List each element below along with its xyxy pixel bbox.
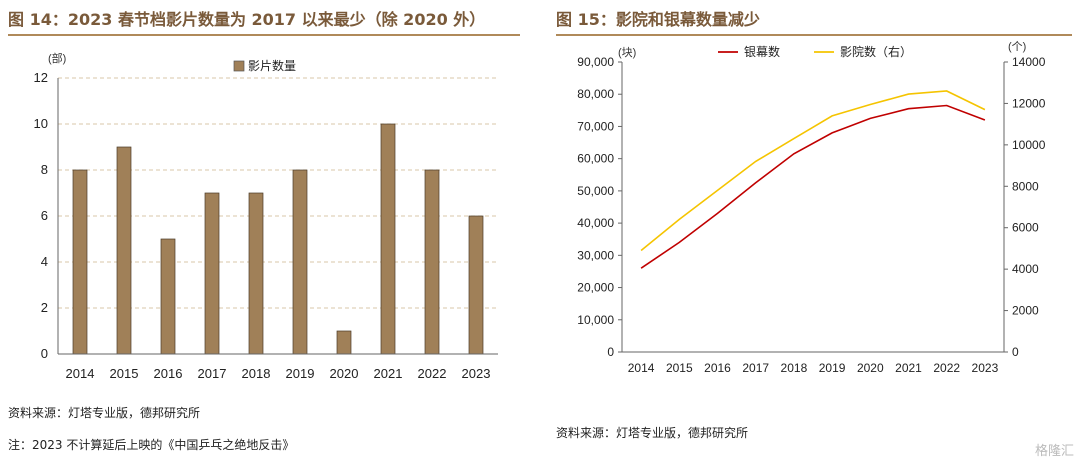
right-legend-label: 影院数（右）	[840, 44, 912, 59]
right-xtick-label: 2018	[781, 361, 808, 375]
left-ytick-label: 10	[34, 116, 48, 131]
right-right-ytick-label: 0	[1012, 345, 1019, 359]
left-xtick-label: 2019	[286, 366, 315, 381]
right-right-ytick-label: 6000	[1012, 221, 1039, 235]
right-legend-label: 银幕数	[744, 44, 780, 59]
left-xtick-label: 2014	[66, 366, 95, 381]
right-xtick-label: 2022	[933, 361, 960, 375]
right-right-ytick-label: 14000	[1012, 55, 1046, 69]
left-ytick-label: 8	[41, 162, 48, 177]
left-bar	[380, 123, 396, 355]
left-source: 资料来源：灯塔专业版，德邦研究所	[8, 406, 201, 420]
left-xtick-label: 2018	[242, 366, 271, 381]
right-xtick-label: 2020	[857, 361, 884, 375]
left-ytick-label: 2	[41, 300, 48, 315]
left-xtick-label: 2017	[198, 366, 227, 381]
right-right-ytick-label: 10000	[1012, 138, 1046, 152]
right-right-ytick-label: 2000	[1012, 304, 1039, 318]
right-left-ytick-label: 0	[607, 345, 614, 359]
right-xtick-label: 2021	[895, 361, 922, 375]
left-xtick-label: 2021	[374, 366, 403, 381]
left-xtick-label: 2023	[462, 366, 491, 381]
right-right-ytick-label: 12000	[1012, 96, 1046, 110]
left-bar	[116, 146, 132, 355]
right-left-ytick-label: 40,000	[577, 216, 614, 230]
screens-line	[640, 104, 986, 269]
left-bar	[160, 238, 176, 355]
right-line-chart: (块) (个) 银幕数 影院数（右） 0 10,000 20,000 30,000 40,…	[577, 40, 1046, 375]
left-ytick-label: 4	[41, 254, 48, 269]
left-bar	[468, 215, 484, 355]
right-right-ytick-label: 8000	[1012, 179, 1039, 193]
right-right-unit: (个)	[1008, 40, 1026, 53]
left-xtick-label: 2015	[110, 366, 139, 381]
left-xtick-label: 2020	[330, 366, 359, 381]
left-legend-label: 影片数量	[248, 58, 296, 73]
right-xtick-label: 2015	[666, 361, 693, 375]
left-legend-swatch	[233, 60, 245, 72]
left-unit-label: (部)	[48, 51, 66, 65]
right-chart-title: 图 15：影院和银幕数量减少	[556, 10, 760, 29]
right-xtick-label: 2023	[972, 361, 999, 375]
right-left-ytick-label: 10,000	[577, 313, 614, 327]
right-xtick-label: 2014	[628, 361, 655, 375]
left-note: 注：2023 不计算延后上映的《中国乒乓之绝地反击》	[8, 438, 295, 452]
left-ytick-label: 6	[41, 208, 48, 223]
left-chart-title: 图 14：2023 春节档影片数量为 2017 以来最少（除 2020 外）	[8, 10, 486, 29]
left-ytick-label: 12	[34, 70, 48, 85]
right-xtick-label: 2019	[819, 361, 846, 375]
left-bar	[424, 169, 440, 355]
right-left-ytick-label: 60,000	[577, 152, 614, 166]
left-bar	[72, 169, 88, 355]
right-left-unit: (块)	[618, 46, 636, 59]
right-left-ytick-label: 30,000	[577, 248, 614, 262]
right-source: 资料来源：灯塔专业版，德邦研究所	[556, 426, 749, 440]
left-bar	[248, 192, 264, 355]
right-right-ytick-label: 4000	[1012, 262, 1039, 276]
left-title-rule	[8, 34, 520, 36]
right-xtick-label: 2016	[704, 361, 731, 375]
cinemas-line	[640, 90, 986, 252]
right-xtick-label: 2017	[742, 361, 769, 375]
right-left-ytick-label: 70,000	[577, 119, 614, 133]
right-left-ytick-label: 80,000	[577, 87, 614, 101]
left-bar	[292, 169, 308, 355]
left-bar	[336, 330, 352, 355]
left-xtick-label: 2022	[418, 366, 447, 381]
left-bar	[204, 192, 220, 355]
right-left-ytick-label: 50,000	[577, 184, 614, 198]
left-bar-chart: (部) 影片数量 0 2 4 6 8 10 12 2014 2015 2016 2017 2018 2…	[34, 51, 498, 381]
right-left-ytick-label: 20,000	[577, 281, 614, 295]
right-title-rule	[556, 34, 1072, 36]
left-ytick-label: 0	[41, 346, 48, 361]
right-left-ytick-label: 90,000	[577, 55, 614, 69]
left-xtick-label: 2016	[154, 366, 183, 381]
watermark-logo: 格隆汇	[1034, 444, 1074, 459]
